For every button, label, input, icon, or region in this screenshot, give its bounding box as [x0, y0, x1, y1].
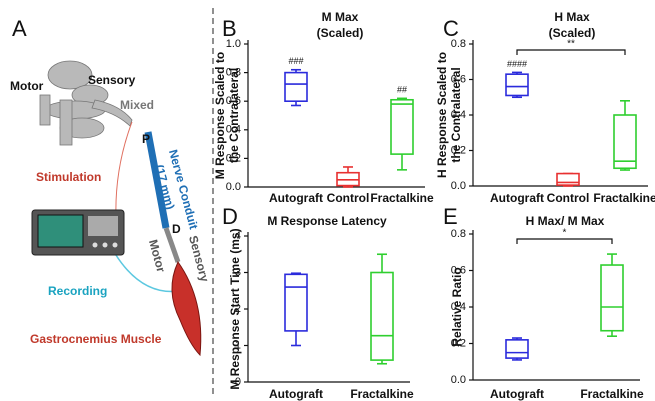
box [370, 271, 394, 361]
annotation: ## [397, 85, 407, 95]
chart-title: H Max [554, 10, 590, 24]
y-tick-label: 0.6 [451, 264, 466, 276]
significance-bracket [516, 49, 626, 55]
oscilloscope [31, 209, 125, 256]
box [505, 339, 529, 359]
panel-letter: A [12, 16, 27, 41]
label: D [172, 222, 181, 236]
x-tick-label: Fractalkine [593, 191, 655, 205]
y-tick-label: 0.0 [451, 180, 466, 192]
y-tick-label: 3 [235, 266, 241, 278]
annotation: ### [288, 56, 303, 66]
label: Gastrocnemius Muscle [30, 332, 162, 346]
spine [39, 60, 133, 146]
panel-letter: D [222, 204, 238, 229]
y-tick-label: 0.4 [451, 109, 466, 121]
y-axis-label: M Response Scaled to [213, 52, 227, 179]
annotation: #### [507, 59, 527, 69]
box [505, 73, 529, 97]
y-tick-label: 0.8 [451, 38, 466, 50]
x-tick-label: Autograft [269, 387, 323, 401]
box [284, 71, 308, 102]
box [600, 264, 624, 332]
muscle [171, 261, 202, 357]
x-tick-label: Autograft [490, 191, 544, 205]
x-tick-label: Autograft [269, 191, 323, 205]
y-tick-label: 0.4 [226, 124, 241, 136]
chart-subtitle: (Scaled) [317, 26, 364, 40]
y-tick-label: 0 [235, 376, 241, 388]
y-axis-label: the Contralateral [449, 67, 463, 162]
y-tick-label: 0.0 [226, 181, 241, 193]
y-axis-label: M Response Start Time (ms) [228, 228, 242, 389]
y-tick-label: 0.2 [226, 152, 241, 164]
y-axis-label: the Contralateral [227, 68, 241, 163]
y-tick-label: 0.8 [226, 67, 241, 79]
label: P [142, 132, 150, 146]
y-axis-label: H Response Scaled to [435, 52, 449, 178]
chart-title: M Max [322, 10, 359, 24]
box [284, 273, 308, 332]
y-tick-label: 0.2 [451, 144, 466, 156]
panel-letter: C [443, 16, 459, 41]
y-tick-label: 0.6 [451, 73, 466, 85]
box [613, 114, 637, 170]
y-tick-label: 1.0 [226, 38, 241, 50]
chart-title: M Response Latency [267, 214, 387, 228]
label: Motor [146, 238, 168, 274]
label: Sensory [88, 73, 136, 87]
x-tick-label: Autograft [490, 387, 544, 401]
chart-subtitle: (Scaled) [549, 26, 596, 40]
label: Motor [10, 79, 44, 93]
label: Recording [48, 284, 107, 298]
x-tick-label: Control [327, 191, 370, 205]
box [390, 98, 414, 155]
x-tick-label: Fractalkine [370, 191, 434, 205]
y-tick-label: 1 [235, 339, 241, 351]
significance-label: * [563, 228, 567, 239]
label: Sensory [186, 234, 212, 284]
y-tick-label: 0.4 [451, 301, 466, 313]
x-tick-label: Control [547, 191, 590, 205]
significance-bracket [516, 238, 613, 244]
conduit [144, 131, 170, 229]
label: Stimulation [36, 170, 101, 184]
label: Mixed [120, 98, 154, 112]
nerve [163, 227, 181, 263]
y-tick-label: 0.8 [451, 228, 466, 240]
y-tick-label: 0.0 [451, 374, 466, 386]
y-tick-label: 0.2 [451, 337, 466, 349]
y-tick-label: 4 [235, 230, 241, 242]
panel-letter: E [443, 204, 458, 229]
x-tick-label: Fractalkine [580, 387, 644, 401]
y-tick-label: 2 [235, 303, 241, 315]
box [556, 172, 580, 186]
significance-label: ** [567, 39, 575, 50]
panel-letter: B [222, 16, 237, 41]
y-axis-label: Relative Ratio [450, 267, 464, 346]
y-tick-label: 0.6 [226, 95, 241, 107]
x-tick-label: Fractalkine [350, 387, 414, 401]
chart-title: H Max/ M Max [526, 214, 605, 228]
